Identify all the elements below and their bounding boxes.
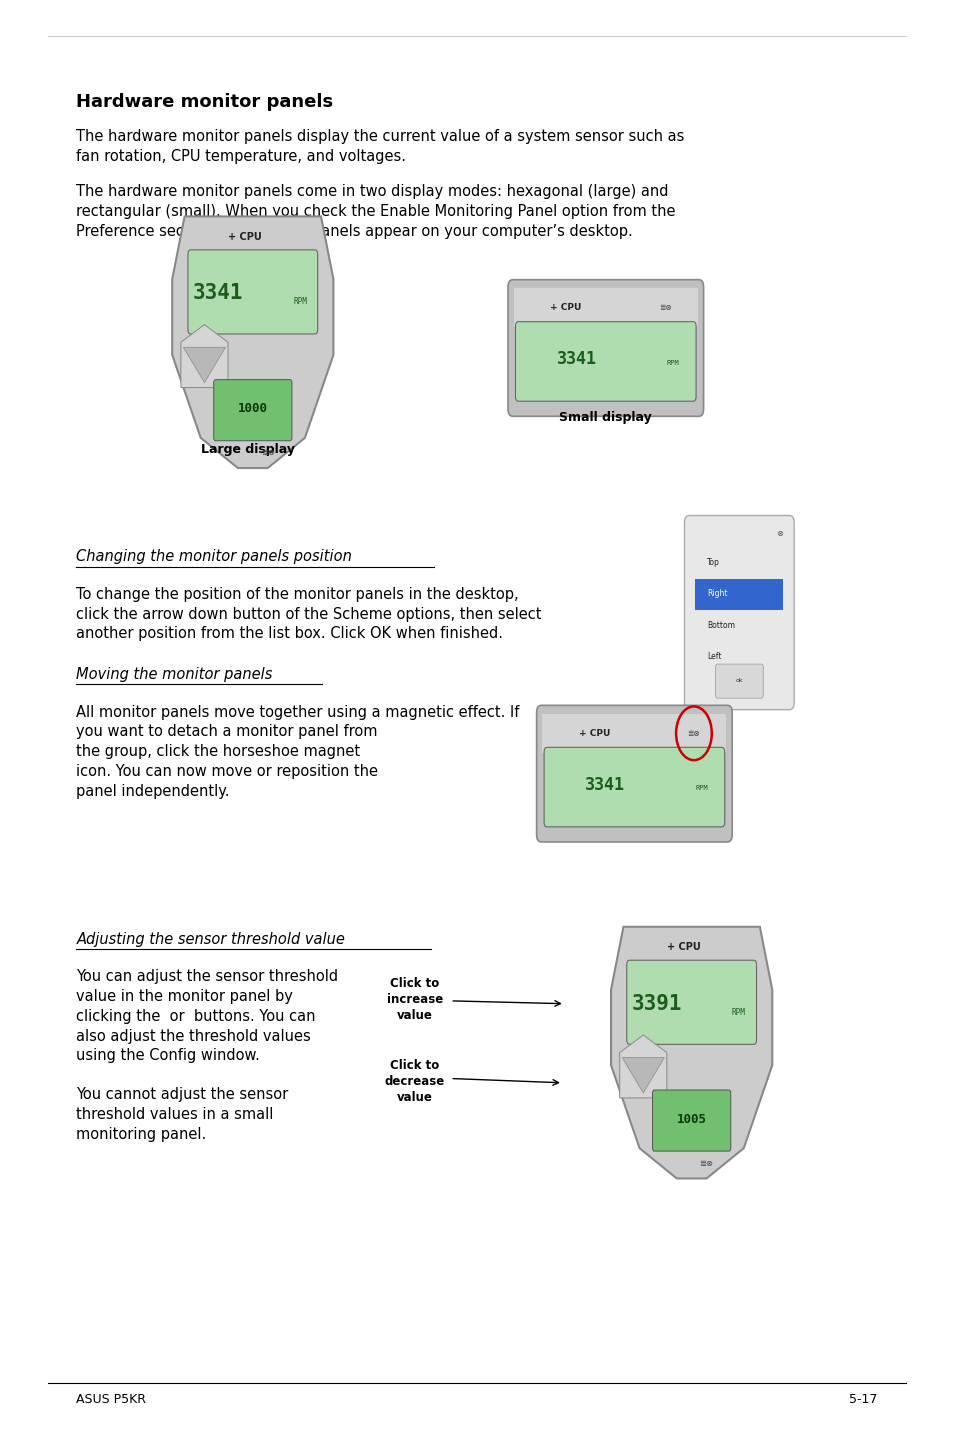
Text: 1005: 1005	[676, 1113, 706, 1126]
FancyBboxPatch shape	[515, 322, 696, 401]
Text: ASUS P5KR: ASUS P5KR	[76, 1393, 146, 1406]
Text: You can adjust the sensor threshold
value in the monitor panel by
clicking the  : You can adjust the sensor threshold valu…	[76, 969, 338, 1064]
FancyBboxPatch shape	[513, 288, 698, 328]
Text: + CPU: + CPU	[666, 942, 700, 952]
Text: All monitor panels move together using a magnetic effect. If
you want to detach : All monitor panels move together using a…	[76, 705, 519, 800]
Text: + CPU: + CPU	[228, 232, 261, 242]
FancyBboxPatch shape	[683, 516, 793, 710]
FancyBboxPatch shape	[543, 748, 724, 827]
Text: Adjusting the sensor threshold value: Adjusting the sensor threshold value	[76, 932, 345, 946]
Text: ≣⊗: ≣⊗	[687, 729, 700, 738]
Polygon shape	[621, 1058, 663, 1093]
Text: ≣⊗: ≣⊗	[659, 303, 671, 312]
Text: RPM: RPM	[695, 785, 707, 791]
Text: + CPU: + CPU	[578, 729, 609, 738]
Text: Click to
increase
value: Click to increase value	[387, 976, 442, 1022]
Text: 1000: 1000	[237, 403, 268, 416]
Polygon shape	[619, 1035, 666, 1099]
Text: Top: Top	[706, 558, 720, 567]
Text: RPM: RPM	[731, 1008, 745, 1017]
FancyBboxPatch shape	[536, 705, 732, 841]
FancyBboxPatch shape	[188, 250, 317, 334]
Text: 3341: 3341	[584, 775, 624, 794]
Text: Small display: Small display	[558, 411, 652, 424]
Text: ≣⊗: ≣⊗	[699, 1159, 713, 1168]
Text: Hardware monitor panels: Hardware monitor panels	[76, 93, 334, 112]
FancyBboxPatch shape	[626, 961, 756, 1044]
Text: 3391: 3391	[631, 994, 681, 1014]
Text: ok: ok	[735, 679, 742, 683]
Text: Changing the monitor panels position: Changing the monitor panels position	[76, 549, 352, 564]
FancyBboxPatch shape	[507, 279, 702, 417]
Text: Right: Right	[706, 590, 727, 598]
FancyBboxPatch shape	[695, 578, 782, 610]
Text: You cannot adjust the sensor
threshold values in a small
monitoring panel.: You cannot adjust the sensor threshold v…	[76, 1087, 288, 1142]
Text: 5-17: 5-17	[848, 1393, 877, 1406]
Polygon shape	[183, 347, 225, 383]
Text: Bottom: Bottom	[706, 621, 735, 630]
Polygon shape	[172, 216, 334, 469]
Text: 3341: 3341	[556, 349, 596, 368]
Text: The hardware monitor panels display the current value of a system sensor such as: The hardware monitor panels display the …	[76, 129, 684, 164]
Text: RPM: RPM	[666, 360, 679, 365]
Polygon shape	[610, 926, 772, 1179]
FancyBboxPatch shape	[715, 664, 762, 699]
Text: RPM: RPM	[293, 298, 307, 306]
Text: Moving the monitor panels: Moving the monitor panels	[76, 667, 273, 682]
Text: ⊗: ⊗	[775, 529, 782, 538]
Text: To change the position of the monitor panels in the desktop,
click the arrow dow: To change the position of the monitor pa…	[76, 587, 541, 641]
FancyBboxPatch shape	[652, 1090, 730, 1150]
Text: + CPU: + CPU	[549, 303, 580, 312]
Text: Large display: Large display	[201, 443, 294, 456]
Polygon shape	[181, 325, 228, 387]
FancyBboxPatch shape	[213, 380, 292, 440]
Text: The hardware monitor panels come in two display modes: hexagonal (large) and
rec: The hardware monitor panels come in two …	[76, 184, 675, 239]
Text: Click to
decrease
value: Click to decrease value	[384, 1058, 445, 1104]
Text: Left: Left	[706, 651, 721, 661]
Text: 3341: 3341	[193, 283, 243, 303]
Text: ≣⊗: ≣⊗	[260, 449, 274, 457]
FancyBboxPatch shape	[541, 713, 726, 754]
